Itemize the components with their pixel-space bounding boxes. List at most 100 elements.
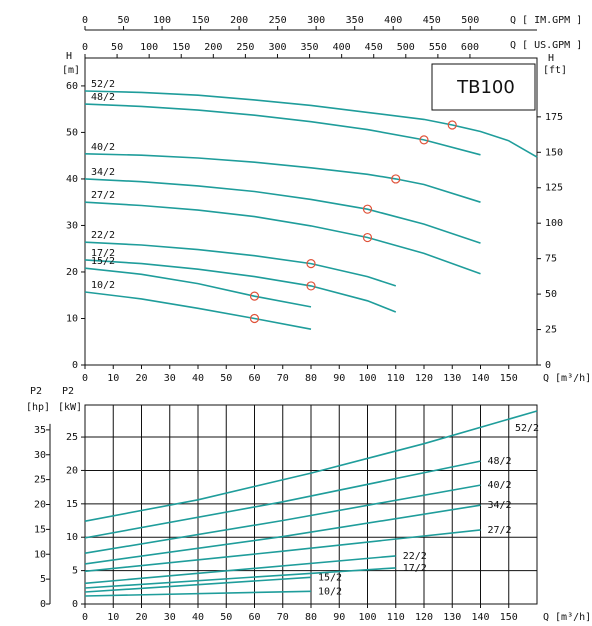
x-tick-label: 20 bbox=[135, 612, 147, 623]
duty-point bbox=[447, 120, 457, 130]
y-tick-label: 25 bbox=[66, 432, 78, 443]
y2-tick-label: 0 bbox=[40, 599, 46, 610]
y2-axis-label: P2 bbox=[30, 386, 42, 397]
curve bbox=[84, 267, 312, 308]
series-label: 15/2 bbox=[318, 572, 342, 583]
curve bbox=[84, 153, 481, 203]
series-label: 17/2 bbox=[403, 563, 427, 574]
y2-tick-label: 30 bbox=[34, 450, 46, 461]
y2-tick-label: 5 bbox=[40, 574, 46, 585]
series-label: 40/2 bbox=[488, 480, 512, 491]
curve bbox=[84, 103, 481, 156]
y-tick-label: 0 bbox=[72, 599, 78, 610]
duty-point bbox=[362, 232, 373, 243]
x-tick-label: 40 bbox=[192, 373, 204, 384]
y2-axis-label: H bbox=[548, 53, 554, 64]
x-axis-label: Q [m³/h] bbox=[543, 612, 591, 623]
x-tick-label: 80 bbox=[305, 612, 317, 623]
y2-tick-label: 25 bbox=[34, 475, 46, 486]
gpm-tick-label: 300 bbox=[307, 15, 325, 26]
y-axis-label: H bbox=[66, 51, 72, 62]
gpm-tick-label: 300 bbox=[268, 42, 286, 53]
x-tick-label: 40 bbox=[192, 612, 204, 623]
x-tick-label: 60 bbox=[248, 373, 260, 384]
gpm-tick-label: 500 bbox=[397, 42, 415, 53]
curve bbox=[84, 259, 397, 313]
duty-point bbox=[391, 174, 401, 184]
x-tick-label: 140 bbox=[471, 373, 489, 384]
y2-tick-label: 75 bbox=[545, 254, 557, 265]
duty-point bbox=[362, 204, 373, 214]
x-tick-label: 130 bbox=[443, 612, 461, 623]
y-tick-label: 20 bbox=[66, 267, 78, 278]
y2-tick-label: 10 bbox=[34, 549, 46, 560]
y2-tick-label: 150 bbox=[545, 147, 563, 158]
y2-tick-label: 25 bbox=[545, 325, 557, 336]
gpm-tick-label: 100 bbox=[140, 42, 158, 53]
x-tick-label: 100 bbox=[358, 373, 376, 384]
series-label: 52/2 bbox=[91, 79, 115, 90]
curve bbox=[84, 567, 396, 589]
title-box bbox=[431, 63, 536, 111]
x-tick-label: 30 bbox=[164, 612, 176, 623]
x-tick-label: 0 bbox=[82, 612, 88, 623]
duty-point bbox=[419, 135, 429, 145]
y-tick-label: 15 bbox=[66, 499, 78, 510]
x-tick-label: 50 bbox=[220, 612, 232, 623]
curve bbox=[84, 460, 481, 539]
gpm-tick-label: 0 bbox=[82, 42, 88, 53]
series-label: 22/2 bbox=[403, 551, 427, 562]
x-tick-label: 10 bbox=[107, 373, 119, 384]
y-tick-label: 10 bbox=[66, 313, 78, 324]
curve bbox=[84, 576, 312, 593]
series-label: 27/2 bbox=[488, 525, 512, 536]
gpm-tick-label: 350 bbox=[346, 15, 364, 26]
series-label: 27/2 bbox=[91, 190, 115, 201]
series-label: 48/2 bbox=[488, 456, 512, 467]
y2-tick-label: 35 bbox=[34, 425, 46, 436]
y2-tick-label: 15 bbox=[34, 524, 46, 535]
series-label: 10/2 bbox=[91, 280, 115, 291]
x-tick-label: 10 bbox=[107, 612, 119, 623]
gpm-axis-label: Q [ US.GPM ] bbox=[510, 40, 582, 51]
curve bbox=[84, 241, 397, 287]
gpm-tick-label: 250 bbox=[269, 15, 287, 26]
curve bbox=[84, 410, 538, 522]
series-label: 40/2 bbox=[91, 142, 115, 153]
gpm-tick-label: 150 bbox=[172, 42, 190, 53]
chart-title: TB100 bbox=[456, 77, 515, 98]
y-tick-label: 50 bbox=[66, 127, 78, 138]
y-axis-unit: [kW] bbox=[58, 402, 82, 413]
y-tick-label: 10 bbox=[66, 532, 78, 543]
x-tick-label: 120 bbox=[415, 612, 433, 623]
x-tick-label: 30 bbox=[164, 373, 176, 384]
curve bbox=[84, 201, 481, 275]
gpm-tick-label: 350 bbox=[301, 42, 319, 53]
series-label: 15/2 bbox=[91, 256, 115, 267]
curve bbox=[84, 484, 481, 554]
x-tick-label: 50 bbox=[220, 373, 232, 384]
y-tick-label: 0 bbox=[72, 360, 78, 371]
y-axis-unit: [m] bbox=[62, 65, 80, 76]
y-tick-label: 30 bbox=[66, 220, 78, 231]
gpm-tick-label: 0 bbox=[82, 15, 88, 26]
duty-point bbox=[306, 281, 316, 291]
x-tick-label: 100 bbox=[358, 612, 376, 623]
gpm-tick-label: 400 bbox=[384, 15, 402, 26]
series-label: 48/2 bbox=[91, 92, 115, 103]
x-tick-label: 0 bbox=[82, 373, 88, 384]
gpm-tick-label: 200 bbox=[230, 15, 248, 26]
gpm-tick-label: 200 bbox=[204, 42, 222, 53]
x-axis-label: Q [m³/h] bbox=[543, 373, 591, 384]
x-tick-label: 130 bbox=[443, 373, 461, 384]
y2-tick-label: 175 bbox=[545, 112, 563, 123]
series-label: 34/2 bbox=[91, 167, 115, 178]
curve bbox=[84, 555, 396, 585]
x-tick-label: 60 bbox=[248, 612, 260, 623]
gpm-tick-label: 50 bbox=[111, 42, 123, 53]
duty-point bbox=[249, 291, 260, 301]
x-tick-label: 70 bbox=[277, 373, 289, 384]
x-tick-label: 90 bbox=[333, 612, 345, 623]
x-tick-label: 110 bbox=[387, 373, 405, 384]
series-label: 10/2 bbox=[318, 586, 342, 597]
